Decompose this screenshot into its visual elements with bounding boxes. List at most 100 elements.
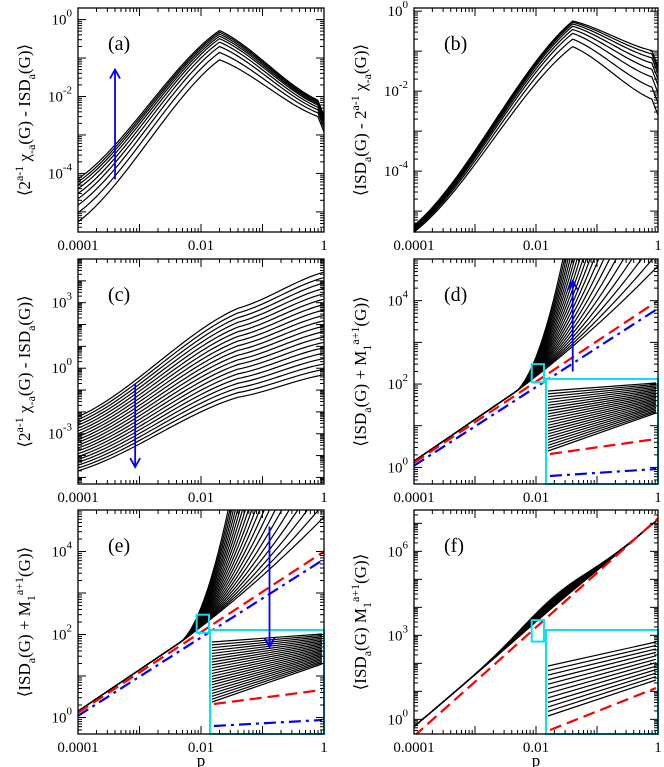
y-axis-label-part: (G) - 2 <box>351 111 370 157</box>
y-tick-exponent: -4 <box>399 159 409 171</box>
bound-line <box>414 517 658 734</box>
series-line <box>78 282 324 423</box>
y-axis-label-part: 1 <box>360 345 374 351</box>
y-tick-mantissa: 10 <box>52 13 67 29</box>
y-tick-exponent: 4 <box>67 539 73 551</box>
inset-frame <box>209 629 325 735</box>
series-line <box>78 325 324 446</box>
inset-series-line <box>547 405 657 438</box>
y-tick-mantissa: 10 <box>52 296 67 312</box>
y-axis-label: ⟨ISDa(G) M1a+1(G)⟩ <box>348 554 374 691</box>
series-line <box>78 341 324 455</box>
series-line <box>414 25 658 229</box>
inset-series-line <box>211 659 323 695</box>
inset-series-line <box>547 398 657 424</box>
inset-series-line <box>547 392 657 412</box>
inset-series-line <box>547 411 657 449</box>
series-line <box>78 29 324 180</box>
series-line <box>414 23 658 228</box>
panel-label-d: (d) <box>444 284 467 306</box>
series-line <box>78 271 324 418</box>
series-line <box>78 298 324 432</box>
y-axis-label-part: a <box>360 407 374 413</box>
y-axis-label-part: -a <box>24 144 38 154</box>
series-line <box>414 32 658 231</box>
inset-series-line <box>547 675 657 713</box>
y-axis-label-part: ⟨ISD <box>351 413 370 447</box>
inset-series-line <box>211 649 323 675</box>
inset-series-line <box>211 633 323 643</box>
panel-label-b: (b) <box>444 33 467 55</box>
x-tick-label: 1 <box>320 238 328 254</box>
y-tick-label: 102 <box>388 372 409 393</box>
y-tick-label: 100 <box>388 0 409 20</box>
y-tick-exponent: 4 <box>403 289 409 301</box>
inset-series-line <box>547 399 657 426</box>
series-line <box>78 37 324 195</box>
y-axis-label-part: -a <box>360 73 374 83</box>
y-tick-exponent: 6 <box>403 539 409 551</box>
x-tick-label: 0.0001 <box>57 740 98 756</box>
y-axis-label-part: (G)⟩ <box>15 295 34 325</box>
inset-series-line <box>547 658 657 690</box>
y-axis-label-part: χ <box>15 153 34 165</box>
y-tick-mantissa: 10 <box>388 294 403 310</box>
y-tick-exponent: 3 <box>67 291 73 303</box>
series-line <box>78 320 324 443</box>
y-axis-label-part: a-1 <box>12 166 26 181</box>
x-tick-label: 0.01 <box>523 490 549 506</box>
inset-series-line <box>211 660 323 697</box>
zoom-region-box <box>530 363 545 384</box>
series-line <box>78 336 324 452</box>
curves-b <box>414 20 658 232</box>
inset-series-line <box>547 648 657 676</box>
inset-series-line <box>547 382 657 392</box>
inset-series-line <box>547 395 657 418</box>
series-line <box>414 20 658 226</box>
zoom-region-box <box>195 613 211 634</box>
series-line <box>414 259 564 462</box>
y-tick-mantissa: 10 <box>52 627 67 643</box>
y-tick-label: 10-4 <box>48 161 73 182</box>
y-axis-label-part: (G)⟩ <box>15 547 34 577</box>
y-tick-mantissa: 10 <box>388 628 403 644</box>
y-axis-label-part: (G) + M <box>351 351 370 408</box>
y-tick-exponent: 0 <box>67 356 73 368</box>
series-line <box>78 352 324 461</box>
y-axis-label-part: a <box>360 156 374 162</box>
y-tick-mantissa: 10 <box>384 84 399 100</box>
series-line <box>78 368 324 469</box>
inset-series-line <box>547 393 657 415</box>
inset-series-line <box>211 663 323 703</box>
inset-series-line <box>547 400 657 429</box>
x-tick-label: 1 <box>320 740 328 756</box>
inset-series-line <box>547 390 657 409</box>
y-axis-label-part: (G)⟩ <box>15 44 34 74</box>
y-tick-exponent: 0 <box>403 707 409 719</box>
y-tick-exponent: -2 <box>63 85 72 97</box>
inset-series-line <box>547 412 657 452</box>
y-tick-exponent: -3 <box>63 422 73 434</box>
y-tick-mantissa: 10 <box>388 377 403 393</box>
y-axis-label: ⟨2a-1 χ-a(G) - ISDa(G)⟩ <box>12 295 38 447</box>
panel-label-c: (c) <box>108 284 130 306</box>
y-tick-label: 100 <box>388 455 409 476</box>
x-tick-label: 1 <box>654 490 662 506</box>
y-axis-label-part: a-1 <box>12 417 26 432</box>
y-axis-label-part: ⟨ISD <box>15 663 34 697</box>
series-line <box>78 287 324 426</box>
inset-series-line <box>547 402 657 432</box>
upper-bound-line <box>78 558 324 717</box>
inset-series-line <box>547 388 657 404</box>
inset-series-line <box>547 386 657 401</box>
x-tick-label: 0.01 <box>188 490 214 506</box>
series-line <box>414 46 658 232</box>
y-axis-label-part: (G) - ISD <box>15 79 34 144</box>
y-tick-label: 10-2 <box>384 79 408 100</box>
series-line <box>78 31 324 183</box>
y-tick-mantissa: 10 <box>52 361 67 377</box>
x-tick-label: 0.0001 <box>57 490 98 506</box>
y-axis-label: ⟨ISDa(G) + M1a+1(G)⟩ <box>12 547 38 698</box>
